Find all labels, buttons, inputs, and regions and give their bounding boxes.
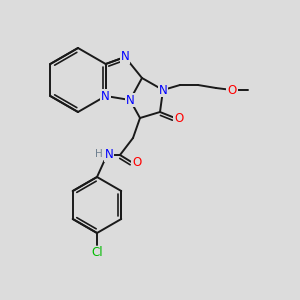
Text: N: N	[101, 89, 110, 103]
Text: H: H	[95, 149, 103, 159]
Text: O: O	[132, 157, 142, 169]
Text: N: N	[105, 148, 113, 161]
Text: N: N	[159, 83, 167, 97]
Text: Cl: Cl	[91, 247, 103, 260]
Text: O: O	[227, 83, 237, 97]
Text: N: N	[121, 50, 129, 64]
Text: N: N	[126, 94, 134, 106]
Text: O: O	[174, 112, 184, 124]
